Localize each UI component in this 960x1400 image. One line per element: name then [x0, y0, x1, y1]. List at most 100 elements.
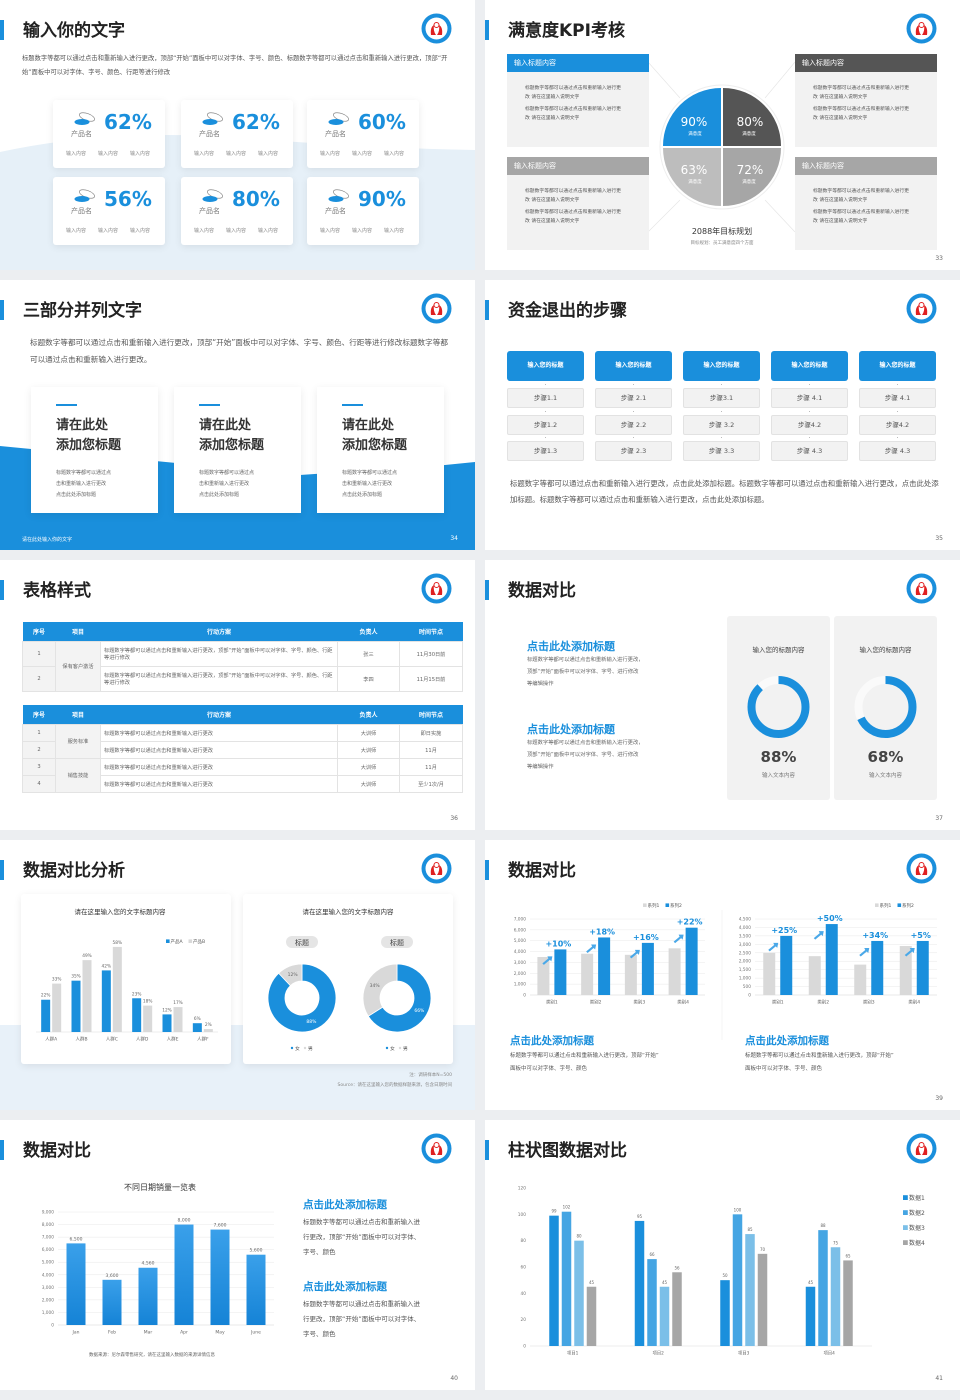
step-box[interactable]: 步骤 3.2 [683, 415, 760, 435]
title-accent-bar [0, 580, 4, 600]
step-box[interactable]: 步骤 2.3 [595, 441, 672, 461]
column-header-button[interactable]: 输入您的标题 [683, 351, 760, 381]
legend-label: 系列2 [670, 902, 682, 909]
step-box[interactable]: 步骤 2.1 [595, 388, 672, 408]
logo-emblem-icon [421, 573, 452, 604]
bar [668, 948, 681, 995]
step-box[interactable]: 步骤4.2 [859, 415, 936, 435]
step-box[interactable]: 步骤 4.3 [859, 441, 936, 461]
connector-dot [809, 437, 810, 438]
dish-base [328, 119, 344, 125]
section-heading[interactable]: 点击此处添加标题 [745, 1035, 829, 1047]
step-box[interactable]: 步骤 3.3 [683, 441, 760, 461]
connector-lines: 90%满意度80%满意度63%满意度72%满意度2088年目标规划目标规划：员工… [647, 61, 796, 246]
card-text: 标题数字等都可以通过点 [199, 470, 255, 476]
section-text: 等编辑操作 [527, 681, 554, 687]
column-header-button[interactable]: 输入您的标题 [595, 351, 672, 381]
logo-hands-icon [915, 305, 928, 315]
step-box[interactable]: 步骤 4.1 [771, 388, 848, 408]
growth-arrow-icon [586, 944, 597, 953]
legend-label: 男 [403, 1046, 408, 1052]
x-category-label: 类别4 [677, 999, 689, 1006]
growth-annotation: +22% [677, 918, 703, 927]
step-box[interactable]: 步骤3.1 [683, 388, 760, 408]
data-label: 18% [143, 999, 153, 1005]
bullet-text: 标题数字等都可以通过点击和重新输入进行更改 请在这里输入说明文字 [813, 107, 909, 121]
bar [554, 949, 567, 995]
step-box[interactable]: 步骤 2.2 [595, 415, 672, 435]
donut-slice [278, 963, 303, 987]
legend-swatch [166, 939, 170, 943]
feature-card: 请在此处 添加您标题 标题数字等都可以通过点 击和重新输入进行更改 点击此处添加标题 [317, 387, 444, 513]
box-body: 标题数字等都可以通过点击和重新输入进行更改 请在这里输入说明文字 标题数字等都可以… [507, 175, 649, 250]
legend-dot [398, 1046, 402, 1050]
logo-ring-mark [918, 22, 925, 28]
logo-ring-mark [433, 1142, 440, 1148]
slide-33: 满意度KPI考核 33 90% 满意度 80% 满意度 63% 满意度 72% 满意度 2088年目… [485, 0, 960, 270]
bar [641, 942, 654, 995]
bar-charts-svg: 0 1,000 2,000 3,000 4,000 5,000 6,000 7,000 类别1 +… [514, 902, 937, 1040]
school-logo [906, 13, 937, 44]
chart-title: 请在这里输入您的文字标题内容 [75, 907, 167, 916]
donut-title: 标题 [295, 938, 309, 947]
data-label: 88 [820, 1223, 826, 1228]
bar [210, 1229, 230, 1325]
y-tick-label: 6,000 [42, 1247, 55, 1253]
bar [561, 1211, 572, 1346]
slide-title: 满意度KPI考核 [508, 21, 625, 41]
pill-dish-icon [73, 189, 97, 203]
step-box[interactable]: 步骤1.1 [507, 388, 584, 408]
legend-dot [290, 1046, 294, 1050]
column-header: 项目 [55, 705, 101, 725]
connector-dot [721, 384, 722, 385]
table-row: 1 保有客户激活 标题数字等都可以通过点击和重新输入进行更改，顶部“开始”面板中可以… [22, 641, 463, 692]
logo-hands-icon [915, 585, 928, 595]
step-box[interactable]: 步骤4.2 [771, 415, 848, 435]
bar [720, 1280, 730, 1346]
content-item: 输入内容 [194, 151, 215, 157]
data-label: 45 [589, 1280, 595, 1285]
product-label: 产品名 [199, 207, 220, 215]
legend-label: 系列1 [648, 902, 660, 909]
row-number: 2 [22, 666, 56, 692]
bullet-text: 标题数字等都可以通过点击和重新输入进行更改 请在这里输入说明文字 [525, 189, 621, 203]
column-header-button[interactable]: 输入您的标题 [507, 351, 584, 381]
data-label: 42% [102, 963, 112, 969]
data-label: 17% [173, 1000, 183, 1006]
x-category-label: 类别1 [772, 999, 784, 1006]
section-heading[interactable]: 点击此处添加标题 [303, 1281, 387, 1293]
column-header-button[interactable]: 输入您的标题 [771, 351, 848, 381]
step-box[interactable]: 步骤1.2 [507, 415, 584, 435]
owner-cell: 大训师 [337, 758, 400, 776]
connector-dot [897, 411, 898, 412]
section-heading[interactable]: 点击此处添加标题 [527, 723, 615, 736]
step-box[interactable]: 步骤 4.3 [771, 441, 848, 461]
slide-37: 数据对比 37 点击此处添加标题 标题数字等都可以通过点击和重新输入进行更改， 顶部“开… [485, 560, 960, 830]
data-label: 75 [833, 1240, 839, 1245]
section-heading[interactable]: 点击此处添加标题 [527, 640, 615, 653]
plan-cell: 标题数字等都可以通过点击和重新输入进行更改 [100, 758, 338, 776]
column-header: 时间节点 [399, 622, 463, 642]
section-heading[interactable]: 点击此处添加标题 [303, 1199, 387, 1211]
logo-ring-mark [918, 302, 925, 308]
growth-arrow-icon [768, 942, 779, 952]
bar [192, 1023, 202, 1032]
y-tick-label: 3,000 [42, 1285, 55, 1291]
y-tick-label: 4,000 [739, 925, 752, 931]
y-tick-label: 4,000 [42, 1272, 55, 1278]
column-header-button[interactable]: 输入您的标题 [859, 351, 936, 381]
bar [132, 998, 142, 1032]
product-label: 产品名 [325, 130, 346, 138]
connector-dot [633, 384, 634, 385]
step-box[interactable]: 步骤1.3 [507, 441, 584, 461]
section-heading[interactable]: 点击此处添加标题 [510, 1035, 594, 1047]
gauge-caption: 输入文本内容 [868, 773, 902, 779]
table-header-row: 序号 项目 行动方案 负责人 时间节点 [22, 622, 463, 642]
growth-annotation: +5% [911, 931, 931, 940]
title-accent-bar [485, 580, 489, 600]
legend-label: 女 [295, 1045, 300, 1052]
gauge-caption: 输入文本内容 [761, 773, 795, 779]
step-box[interactable]: 步骤 4.1 [859, 388, 936, 408]
logo-hands-icon [430, 585, 443, 595]
slide-title: 表格样式 [23, 581, 91, 601]
